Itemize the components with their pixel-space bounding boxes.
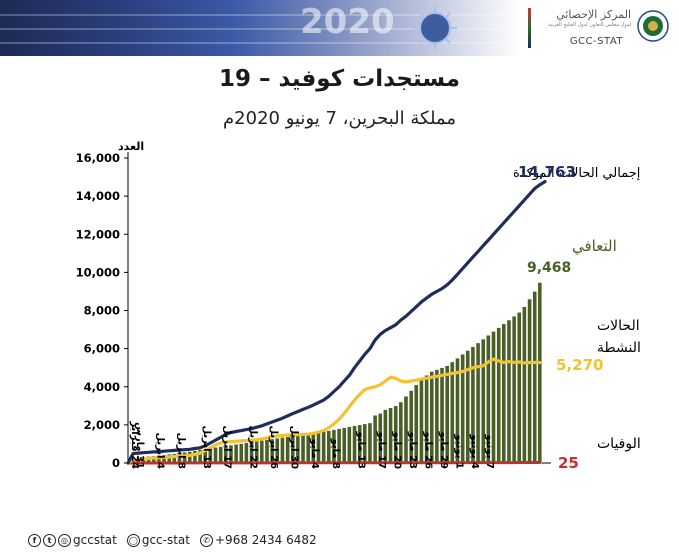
recovered-bar bbox=[511, 316, 517, 464]
deaths-line bbox=[126, 461, 542, 465]
x-tick-label: 20 مايو bbox=[392, 431, 403, 469]
recovered-bar bbox=[342, 427, 347, 464]
snapchat-icon[interactable]: ◯ bbox=[126, 533, 140, 547]
x-tick-label: 22 ابريل bbox=[247, 426, 258, 470]
banner-artwork: 2020 bbox=[0, 0, 520, 56]
active-final-value: 5,270 bbox=[556, 356, 603, 374]
recovered-series-name: التعافي bbox=[572, 237, 617, 256]
recovered-bar bbox=[501, 323, 507, 464]
x-tick-label: 1 يونيو bbox=[453, 433, 464, 469]
x-tick-label: 24 فبراير bbox=[129, 420, 140, 469]
chart-subtitle: مملكة البحرين، 7 يونيو 2020م bbox=[223, 108, 456, 129]
x-tick-label: 13 مايو bbox=[356, 431, 367, 469]
recovered-bar bbox=[213, 447, 218, 464]
instagram-icon[interactable]: ◎ bbox=[58, 533, 71, 547]
gcc-stat-logo: المركز الإحصائي لدول مجلس التعاون لدول ا… bbox=[519, 0, 679, 56]
confirmed-final-value: 14,763 bbox=[518, 163, 576, 181]
y-tick-label: 12,000 bbox=[76, 227, 120, 241]
active-cases-line bbox=[126, 357, 542, 465]
logo-arabic-subtitle: لدول مجلس التعاون لدول الخليج العربية bbox=[548, 22, 631, 28]
x-tick-label: 26 ابريل bbox=[268, 426, 279, 470]
recovered-bar bbox=[280, 437, 285, 464]
footer-handle-1[interactable]: gccstat bbox=[73, 533, 117, 547]
footer-phone[interactable]: +968 2434 6482 bbox=[215, 533, 317, 547]
x-tick-label: 7 يونيو bbox=[484, 433, 495, 469]
y-tick-label: 2,000 bbox=[84, 418, 120, 432]
total-confirmed-line bbox=[126, 180, 547, 465]
recovered-bar bbox=[239, 443, 244, 464]
y-tick-label: 14,000 bbox=[76, 189, 120, 203]
y-tick-label: 16,000 bbox=[76, 151, 120, 165]
recovered-bar bbox=[321, 431, 326, 464]
x-tick-label: 4 يونيو bbox=[469, 433, 480, 469]
header-banner: 2020 المركز الإحصائي لدول مجلس التعاون ل… bbox=[0, 0, 679, 56]
footer-handle-2[interactable]: gcc-stat bbox=[141, 533, 190, 547]
active-series-name-line-1: الحالات bbox=[597, 318, 640, 334]
y-tick-label: 10,000 bbox=[76, 265, 120, 279]
x-tick-label: 8 ابريل bbox=[175, 432, 186, 469]
x-tick-label: 30 ابريل bbox=[289, 426, 300, 470]
y-tick-label: 0 bbox=[112, 456, 120, 470]
x-tick-label: 4 مايو bbox=[309, 438, 320, 469]
confirmed-series-name: إجمالي الحالات المؤكدة bbox=[513, 166, 640, 181]
deaths-series-name: الوفيات bbox=[597, 436, 641, 452]
recovered-bar bbox=[233, 444, 239, 464]
logo-english-name: GCC-STAT bbox=[569, 36, 623, 47]
y-tick-label: 8,000 bbox=[84, 304, 120, 318]
virus-icon bbox=[413, 6, 457, 50]
active-series-name-line-2: النشطة bbox=[597, 340, 641, 356]
x-tick-label: 31 مارس bbox=[134, 422, 145, 469]
recovered-bar bbox=[517, 312, 522, 464]
x-tick-label: 26 مايو bbox=[422, 431, 433, 469]
logo-color-bar bbox=[528, 8, 531, 48]
recovered-bar bbox=[532, 291, 537, 464]
x-tick-label: 17 ابريل bbox=[222, 426, 233, 470]
x-tick-label: 17 مايو bbox=[376, 431, 387, 469]
recovered-bar bbox=[187, 451, 192, 464]
gcc-emblem-icon bbox=[637, 10, 669, 42]
x-tick-label: 13 ابريل bbox=[201, 426, 212, 470]
recovered-bar bbox=[259, 440, 265, 464]
y-tick-label: 6,000 bbox=[84, 342, 120, 356]
x-tick-label: 29 مايو bbox=[438, 431, 449, 469]
footer-contact: f t ◎ gccstat ◯ gcc-stat ✆ +968 2434 648… bbox=[28, 530, 317, 550]
whatsapp-icon[interactable]: ✆ bbox=[200, 533, 213, 547]
deaths-final-value: 25 bbox=[558, 454, 579, 472]
twitter-icon[interactable]: t bbox=[43, 533, 56, 547]
recovered-bar bbox=[527, 298, 532, 464]
x-tick-label: 4 ابريل bbox=[155, 432, 166, 469]
x-tick-label: 8 مايو bbox=[330, 438, 341, 469]
recovered-bar bbox=[300, 434, 306, 464]
recovered-bar bbox=[347, 426, 352, 464]
recovered-final-value: 9,468 bbox=[527, 260, 571, 276]
facebook-icon[interactable]: f bbox=[28, 533, 41, 547]
recovered-bar bbox=[367, 422, 373, 464]
chart-title: مستجدات كوفيد – 19 bbox=[219, 66, 460, 92]
x-tick-label: 23 مايو bbox=[407, 431, 418, 469]
recovered-bar bbox=[496, 327, 501, 464]
recovered-bar bbox=[522, 306, 527, 464]
y-axis-label: العدد bbox=[118, 140, 144, 153]
recovered-bar bbox=[537, 282, 543, 464]
logo-arabic-title: المركز الإحصائي bbox=[556, 8, 631, 21]
y-tick-label: 4,000 bbox=[84, 380, 120, 394]
banner-year-text: 2020 bbox=[300, 2, 395, 42]
recovered-bar bbox=[506, 319, 512, 464]
